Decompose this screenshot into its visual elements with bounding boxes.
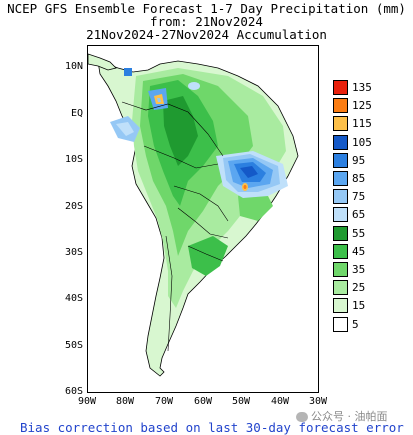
rain-patch-venezuela xyxy=(124,68,132,76)
lon-label-70w: 70W xyxy=(154,396,174,407)
legend-label-105: 105 xyxy=(352,135,372,149)
map-subtitle-date: from: 21Nov2024 xyxy=(150,14,263,29)
lat-label-30s: 30S xyxy=(64,247,83,258)
lat-label-eq: EQ xyxy=(70,108,83,119)
legend-label-15: 15 xyxy=(352,299,366,313)
rain-patch-colombia-core xyxy=(157,98,161,102)
map-title: NCEP GFS Ensemble Forecast 1-7 Day Preci… xyxy=(7,1,406,16)
legend-swatch-65 xyxy=(333,207,348,223)
central-america-landmass xyxy=(88,53,117,71)
legend-label-45: 45 xyxy=(352,244,366,258)
lon-label-50w: 50W xyxy=(231,396,251,407)
legend-swatch-85 xyxy=(333,171,348,186)
legend-label-95: 95 xyxy=(352,153,366,167)
lat-label-10n: 10N xyxy=(64,61,83,72)
heavy-rain-dark-blue xyxy=(240,166,258,178)
legend-swatch-125 xyxy=(333,98,348,114)
lon-label-30w: 30W xyxy=(308,396,328,407)
legend-label-125: 125 xyxy=(352,99,372,113)
watermark-text: 公众号 · 油帕面 xyxy=(311,410,388,423)
legend-label-65: 65 xyxy=(352,208,366,222)
map-canvas xyxy=(88,53,299,377)
lon-label-40w: 40W xyxy=(270,396,290,407)
legend-swatch-95 xyxy=(333,152,348,168)
legend-swatch-45 xyxy=(333,243,348,259)
wechat-icon xyxy=(296,412,308,422)
legend-label-115: 115 xyxy=(352,117,372,131)
legend-label-85: 85 xyxy=(352,172,366,185)
rain-patch-guyana xyxy=(188,82,200,90)
lat-label-20s: 20S xyxy=(64,201,83,212)
rain-patch-andes-north-inner xyxy=(116,122,134,136)
bias-correction-note: Bias correction based on last 30-day for… xyxy=(20,420,404,435)
legend-swatch-55 xyxy=(333,225,348,241)
rain-area-patch-south xyxy=(188,236,228,276)
legend-label-55: 55 xyxy=(352,226,366,240)
country-borders xyxy=(121,101,229,352)
precipitation-map xyxy=(87,45,319,393)
legend-label-75: 75 xyxy=(352,190,366,204)
legend-swatch-35 xyxy=(333,262,348,277)
legend-label-35: 35 xyxy=(352,263,366,276)
legend-swatch-15 xyxy=(333,298,348,314)
legend-label-25: 25 xyxy=(352,281,366,295)
lat-label-40s: 40S xyxy=(64,293,83,304)
lon-label-90w: 90W xyxy=(77,396,97,407)
legend-swatch-75 xyxy=(333,189,348,205)
legend-label-135: 135 xyxy=(352,81,372,94)
heavy-rain-peak xyxy=(243,185,247,189)
legend-swatch-5 xyxy=(333,316,348,332)
lon-label-80w: 80W xyxy=(115,396,135,407)
legend-swatch-105 xyxy=(333,134,348,150)
watermark: 公众号 · 油帕面 xyxy=(296,408,388,424)
legend-swatch-25 xyxy=(333,280,348,296)
lat-label-60s: 60S xyxy=(64,386,83,397)
map-subtitle-period: 21Nov2024-27Nov2024 Accumulation xyxy=(86,27,327,42)
legend-label-5: 5 xyxy=(352,317,359,331)
legend-swatch-115 xyxy=(333,116,348,132)
legend-swatch-135 xyxy=(333,80,348,95)
lat-label-10s: 10S xyxy=(64,154,83,165)
lat-label-50s: 50S xyxy=(64,340,83,351)
lon-label-60w: 60W xyxy=(193,396,213,407)
